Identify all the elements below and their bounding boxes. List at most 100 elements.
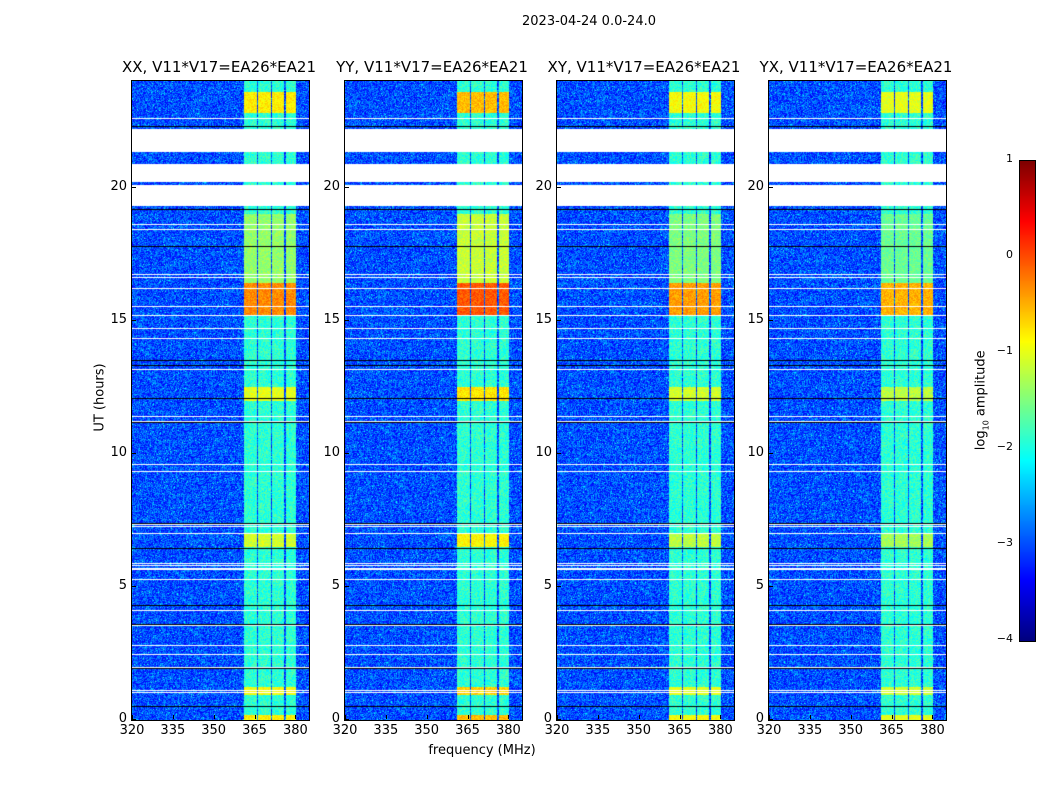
x-tick-label: 320: [332, 723, 358, 738]
x-tick-label: 350: [201, 723, 227, 738]
x-tick-label: 335: [373, 723, 399, 738]
x-tick-mark: [508, 715, 510, 719]
heatmap-cells: [769, 81, 946, 720]
x-tick-label: 350: [838, 723, 864, 738]
heatmap-cells: [557, 81, 734, 720]
x-tick-label: 365: [455, 723, 480, 738]
x-tick-mark: [385, 715, 387, 719]
heatmap-cells: [345, 81, 522, 720]
x-tick-label: 365: [242, 723, 267, 738]
y-tick-mark: [557, 719, 561, 720]
x-tick-mark: [345, 715, 346, 719]
y-tick-label: 5: [331, 577, 340, 593]
x-tick-mark: [638, 715, 640, 719]
y-tick-label: 10: [323, 444, 340, 460]
y-tick-mark: [345, 585, 349, 587]
x-tick-label: 365: [879, 723, 904, 738]
x-tick-label: 380: [282, 723, 308, 738]
x-tick-mark: [132, 715, 133, 719]
panel-title: XX, V11*V17=EA26*EA21: [121, 58, 316, 76]
x-tick-label: 335: [160, 723, 186, 738]
y-tick-label: 20: [535, 178, 552, 194]
y-tick-label: 0: [331, 711, 340, 726]
x-tick-mark: [254, 715, 256, 719]
y-tick-mark: [132, 585, 136, 587]
y-tick-mark: [769, 186, 773, 188]
x-tick-label: 320: [756, 723, 782, 738]
y-tick-mark: [769, 585, 773, 587]
y-tick-label: 5: [755, 577, 764, 593]
y-tick-label: 5: [543, 577, 552, 593]
y-tick-label: 0: [543, 711, 552, 726]
x-tick-mark: [891, 715, 893, 719]
x-tick-mark: [679, 715, 681, 719]
y-tick-mark: [345, 186, 349, 188]
y-tick-mark: [132, 719, 136, 720]
colorbar-tick-label: 1: [1006, 152, 1013, 165]
x-tick-mark: [172, 715, 174, 719]
heatmap-panel-2: [556, 80, 735, 721]
y-tick-label: 15: [323, 311, 340, 327]
y-tick-mark: [557, 452, 561, 454]
x-tick-mark: [720, 715, 722, 719]
x-tick-label: 380: [707, 723, 733, 738]
x-tick-mark: [295, 715, 297, 719]
heatmap-panel-1: [344, 80, 523, 721]
colorbar-tick-label: −3: [996, 536, 1013, 549]
y-tick-mark: [769, 452, 773, 454]
y-axis-label: UT (hours): [92, 363, 108, 432]
y-tick-label: 15: [110, 311, 127, 327]
colorbar-tick-label: −2: [996, 440, 1013, 453]
y-tick-mark: [345, 319, 349, 321]
y-tick-mark: [769, 319, 773, 321]
colorbar-tick-label: −4: [996, 632, 1013, 645]
x-tick-mark: [932, 715, 934, 719]
y-tick-label: 20: [747, 178, 764, 194]
x-tick-label: 380: [495, 723, 521, 738]
y-tick-mark: [345, 719, 349, 720]
x-tick-mark: [850, 715, 852, 719]
x-tick-label: 335: [797, 723, 823, 738]
y-tick-mark: [345, 452, 349, 454]
y-tick-label: 15: [747, 311, 764, 327]
x-tick-label: 365: [667, 723, 692, 738]
y-tick-mark: [557, 186, 561, 188]
y-tick-mark: [769, 719, 773, 720]
y-tick-mark: [132, 319, 136, 321]
x-tick-mark: [557, 715, 558, 719]
y-tick-mark: [132, 452, 136, 454]
y-tick-label: 15: [535, 311, 552, 327]
y-tick-label: 5: [118, 577, 127, 593]
figure-title: 2023-04-24 0.0-24.0: [522, 14, 656, 29]
x-tick-label: 320: [544, 723, 570, 738]
x-tick-mark: [769, 715, 770, 719]
y-tick-label: 20: [110, 178, 127, 194]
heatmap-panel-0: [131, 80, 310, 721]
x-tick-label: 350: [626, 723, 652, 738]
y-tick-label: 20: [323, 178, 340, 194]
y-tick-label: 0: [118, 711, 127, 726]
y-tick-mark: [557, 585, 561, 587]
x-tick-mark: [213, 715, 215, 719]
y-tick-label: 10: [110, 444, 127, 460]
x-tick-label: 350: [414, 723, 440, 738]
colorbar: [1019, 160, 1036, 642]
x-tick-mark: [467, 715, 469, 719]
y-tick-label: 10: [747, 444, 764, 460]
x-tick-mark: [426, 715, 428, 719]
colorbar-tick-label: −1: [996, 344, 1013, 357]
heatmap-cells: [132, 81, 309, 720]
x-tick-label: 320: [119, 723, 145, 738]
colorbar-tick-label: 0: [1006, 248, 1013, 261]
panel-title: XY, V11*V17=EA26*EA21: [547, 58, 741, 76]
x-tick-mark: [809, 715, 811, 719]
y-tick-mark: [557, 319, 561, 321]
panel-title: YY, V11*V17=EA26*EA21: [336, 58, 528, 76]
x-tick-label: 335: [585, 723, 611, 738]
x-tick-label: 380: [919, 723, 945, 738]
y-tick-label: 0: [755, 711, 764, 726]
x-tick-mark: [597, 715, 599, 719]
panel-title: YX, V11*V17=EA26*EA21: [759, 58, 953, 76]
x-axis-label: frequency (MHz): [428, 743, 536, 758]
